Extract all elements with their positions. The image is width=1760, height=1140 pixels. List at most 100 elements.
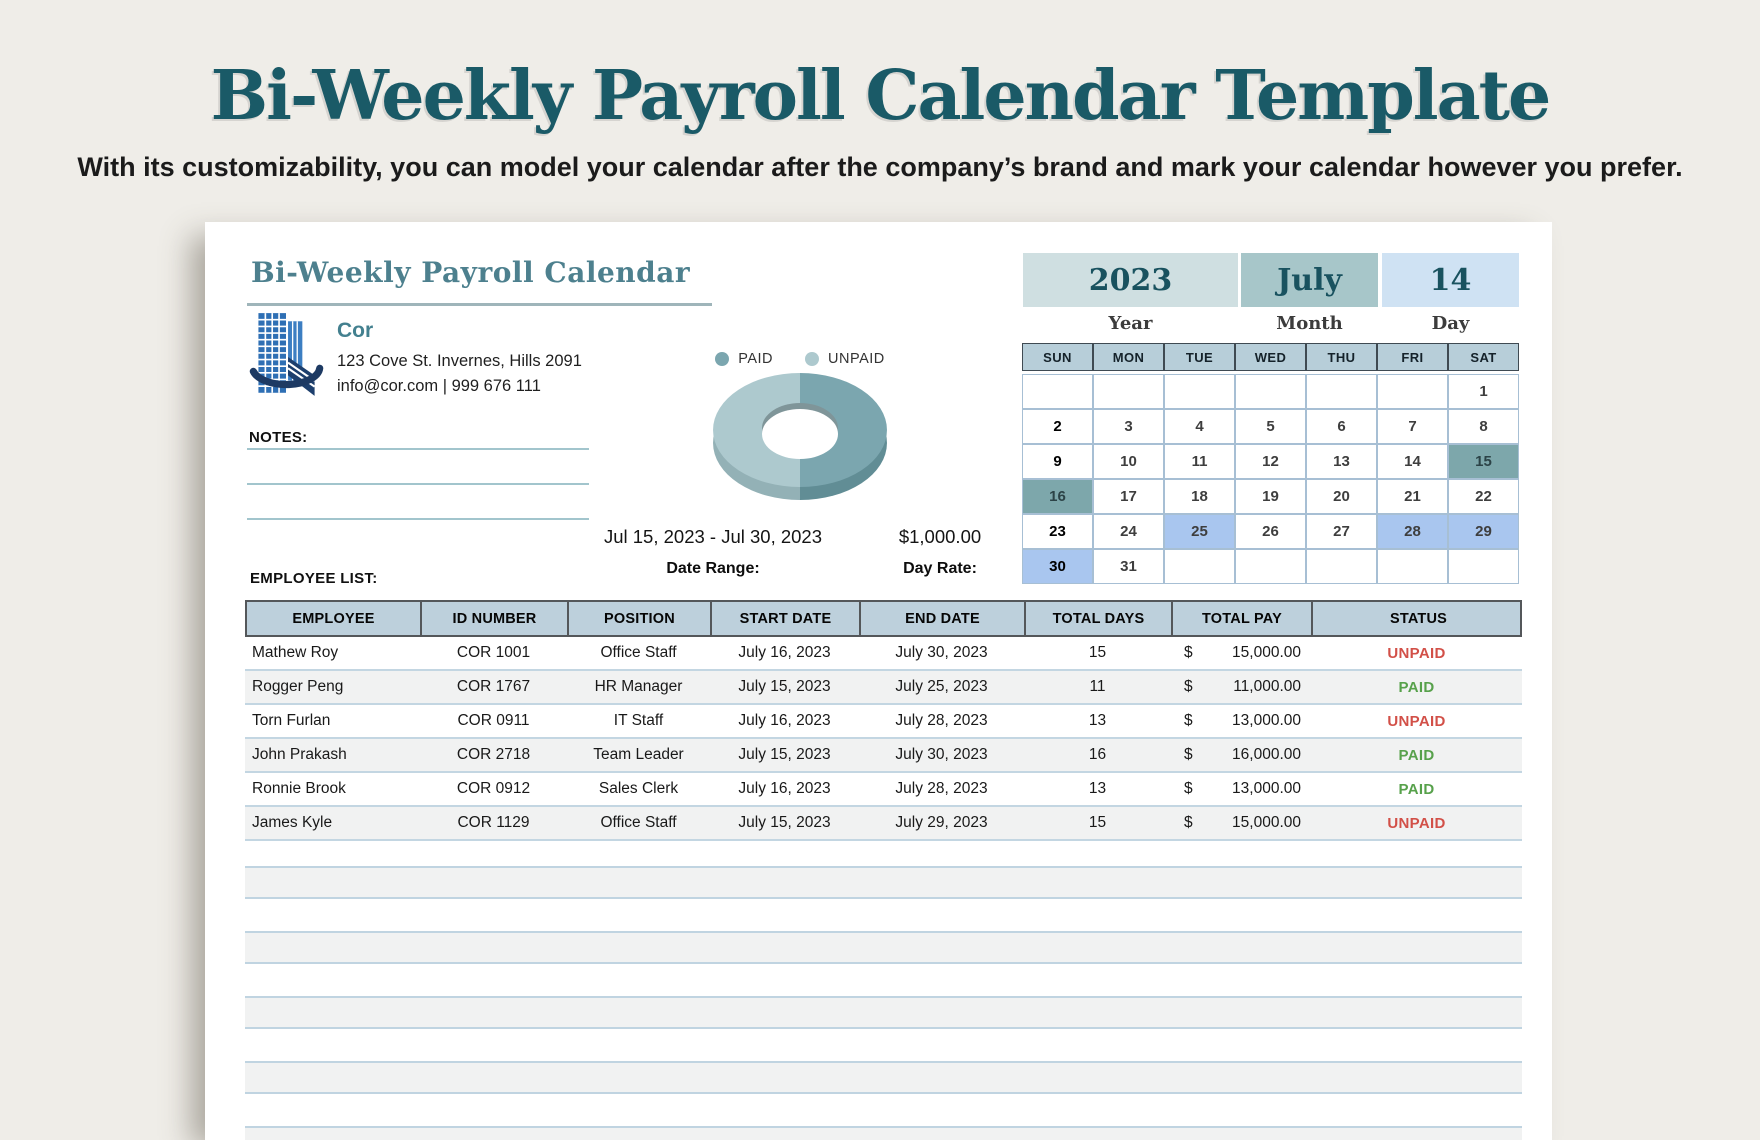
- cell-status[interactable]: PAID: [1398, 746, 1435, 764]
- cell-position[interactable]: IT Staff: [613, 712, 664, 729]
- cell-total-pay[interactable]: $15,000.00: [1171, 644, 1311, 662]
- empty-row[interactable]: [245, 866, 1522, 899]
- calendar-day-cell-19[interactable]: 19: [1235, 479, 1306, 514]
- cell-employee[interactable]: John Prakash: [252, 746, 347, 763]
- cell-total-pay[interactable]: $13,000.00: [1171, 780, 1311, 798]
- calendar-empty-cell[interactable]: [1306, 549, 1377, 584]
- calendar-day-cell-17[interactable]: 17: [1093, 479, 1164, 514]
- calendar-day-cell-2[interactable]: 2: [1022, 409, 1093, 444]
- cell-status[interactable]: UNPAID: [1387, 644, 1446, 662]
- calendar-day-cell-8[interactable]: 8: [1448, 409, 1519, 444]
- calendar-empty-cell[interactable]: [1377, 549, 1448, 584]
- calendar-day-cell-20[interactable]: 20: [1306, 479, 1377, 514]
- cell-end-date[interactable]: July 28, 2023: [895, 712, 988, 729]
- cell-total-days[interactable]: 11: [1089, 678, 1106, 695]
- cell-start-date[interactable]: July 16, 2023: [738, 712, 831, 729]
- calendar-empty-cell[interactable]: [1164, 374, 1235, 409]
- cell-end-date[interactable]: July 25, 2023: [895, 678, 988, 695]
- cell-status[interactable]: UNPAID: [1387, 814, 1446, 832]
- cell-status[interactable]: PAID: [1398, 678, 1435, 696]
- calendar-day-cell-28[interactable]: 28: [1377, 514, 1448, 549]
- calendar-day-cell-26[interactable]: 26: [1235, 514, 1306, 549]
- calendar-empty-cell[interactable]: [1164, 549, 1235, 584]
- cell-start-date[interactable]: July 15, 2023: [738, 814, 831, 831]
- cell-position[interactable]: Team Leader: [593, 746, 684, 763]
- employee-row-2[interactable]: Rogger Peng COR 1767 HR Manager July 15, 20…: [245, 671, 1522, 705]
- calendar-empty-cell[interactable]: [1022, 374, 1093, 409]
- calendar-day-cell-9[interactable]: 9: [1022, 444, 1093, 479]
- calendar-empty-cell[interactable]: [1377, 374, 1448, 409]
- calendar-day-cell-31[interactable]: 31: [1093, 549, 1164, 584]
- cell-total-days[interactable]: 16: [1088, 746, 1107, 763]
- notes-line[interactable]: [247, 518, 589, 520]
- cell-end-date[interactable]: July 29, 2023: [895, 814, 988, 831]
- empty-row[interactable]: [245, 1061, 1522, 1094]
- cell-position[interactable]: Sales Clerk: [598, 780, 679, 797]
- employee-row-3[interactable]: Torn Furlan COR 0911 IT Staff July 16, 2023…: [245, 705, 1522, 739]
- employee-row-4[interactable]: John Prakash COR 2718 Team Leader July 15, …: [245, 739, 1522, 773]
- calendar-day-cell-6[interactable]: 6: [1306, 409, 1377, 444]
- cell-end-date[interactable]: July 30, 2023: [895, 746, 988, 763]
- employee-row-5[interactable]: Ronnie Brook COR 0912 Sales Clerk July 16, …: [245, 773, 1522, 807]
- calendar-day-cell-7[interactable]: 7: [1377, 409, 1448, 444]
- calendar-day-cell-3[interactable]: 3: [1093, 409, 1164, 444]
- cell-end-date[interactable]: July 30, 2023: [895, 644, 988, 661]
- cell-total-pay[interactable]: $11,000.00: [1171, 678, 1311, 696]
- empty-row[interactable]: [245, 931, 1522, 964]
- calendar-day-cell-11[interactable]: 11: [1164, 444, 1235, 479]
- calendar-empty-cell[interactable]: [1235, 549, 1306, 584]
- cell-total-days[interactable]: 13: [1088, 712, 1107, 729]
- calendar-day-cell-13[interactable]: 13: [1306, 444, 1377, 479]
- cell-total-days[interactable]: 15: [1088, 644, 1107, 661]
- cell-start-date[interactable]: July 16, 2023: [738, 780, 831, 797]
- cell-end-date[interactable]: July 28, 2023: [895, 780, 988, 797]
- cell-id-number[interactable]: COR 1767: [456, 678, 531, 695]
- date-range-value[interactable]: Jul 15, 2023 - Jul 30, 2023: [603, 526, 823, 547]
- employee-row-6[interactable]: James Kyle COR 1129 Office Staff July 15, 2…: [245, 807, 1522, 841]
- calendar-day-cell-12[interactable]: 12: [1235, 444, 1306, 479]
- cell-id-number[interactable]: COR 0911: [457, 712, 530, 729]
- cell-employee[interactable]: Mathew Roy: [252, 644, 339, 661]
- empty-row[interactable]: [245, 996, 1522, 1029]
- cell-id-number[interactable]: COR 1001: [456, 644, 531, 661]
- cell-total-pay[interactable]: $15,000.00: [1171, 814, 1311, 832]
- cell-id-number[interactable]: COR 0912: [456, 780, 531, 797]
- cell-status[interactable]: PAID: [1398, 780, 1435, 798]
- calendar-day-cell-15[interactable]: 15: [1448, 444, 1519, 479]
- calendar-empty-cell[interactable]: [1093, 374, 1164, 409]
- notes-line[interactable]: [247, 483, 589, 485]
- calendar-day-cell-18[interactable]: 18: [1164, 479, 1235, 514]
- calendar-month-cell[interactable]: July: [1241, 253, 1378, 307]
- cell-position[interactable]: HR Manager: [594, 678, 683, 695]
- cell-position[interactable]: Office Staff: [600, 814, 677, 831]
- cell-employee[interactable]: Torn Furlan: [252, 712, 331, 729]
- calendar-day-cell-23[interactable]: 23: [1022, 514, 1093, 549]
- cell-position[interactable]: Office Staff: [600, 644, 677, 661]
- cell-employee[interactable]: Ronnie Brook: [252, 780, 346, 797]
- calendar-day-cell-29[interactable]: 29: [1448, 514, 1519, 549]
- cell-total-days[interactable]: 13: [1088, 780, 1107, 797]
- calendar-empty-cell[interactable]: [1235, 374, 1306, 409]
- calendar-day-cell-14[interactable]: 14: [1377, 444, 1448, 479]
- calendar-day-cell-1[interactable]: 1: [1448, 374, 1519, 409]
- cell-start-date[interactable]: July 15, 2023: [738, 678, 831, 695]
- cell-employee[interactable]: James Kyle: [252, 814, 333, 831]
- empty-row[interactable]: [245, 1126, 1522, 1140]
- calendar-day-cell-25[interactable]: 25: [1164, 514, 1235, 549]
- calendar-day-cell-top[interactable]: 14: [1382, 253, 1519, 307]
- calendar-day-cell-4[interactable]: 4: [1164, 409, 1235, 444]
- cell-total-pay[interactable]: $13,000.00: [1171, 712, 1311, 730]
- cell-id-number[interactable]: COR 1129: [457, 814, 530, 831]
- employee-row-1[interactable]: Mathew Roy COR 1001 Office Staff July 16, 2…: [245, 637, 1522, 671]
- notes-line[interactable]: [247, 448, 589, 450]
- cell-employee[interactable]: Rogger Peng: [252, 678, 344, 695]
- calendar-day-cell-21[interactable]: 21: [1377, 479, 1448, 514]
- calendar-day-cell-24[interactable]: 24: [1093, 514, 1164, 549]
- calendar-day-cell-10[interactable]: 10: [1093, 444, 1164, 479]
- calendar-empty-cell[interactable]: [1306, 374, 1377, 409]
- calendar-day-cell-22[interactable]: 22: [1448, 479, 1519, 514]
- day-rate-value[interactable]: $1,000.00: [898, 526, 982, 547]
- cell-start-date[interactable]: July 16, 2023: [738, 644, 831, 661]
- cell-total-days[interactable]: 15: [1088, 814, 1107, 831]
- calendar-day-cell-27[interactable]: 27: [1306, 514, 1377, 549]
